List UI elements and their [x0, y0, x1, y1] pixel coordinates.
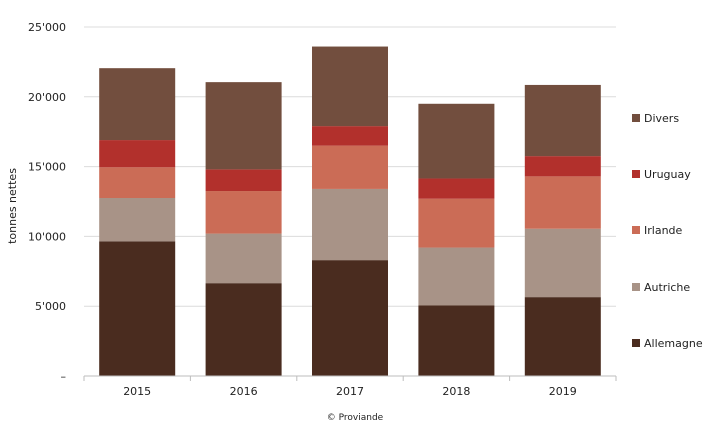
x-axis: 2015 2016 2017 2018 2019	[83, 375, 617, 398]
bar-segment-allemagne-2016	[205, 283, 282, 376]
bar-segment-irlande-2016	[205, 191, 282, 234]
bar-segment-irlande-2015	[99, 167, 176, 199]
bar-segment-allemagne-2015	[99, 241, 176, 376]
bar-segment-autriche-2017	[312, 188, 388, 261]
legend-swatch-irlande	[632, 226, 640, 234]
bar-segment-divers-2019	[524, 84, 601, 157]
bar-segment-divers-2017	[312, 46, 388, 127]
bar-segment-uruguay-2019	[524, 156, 601, 177]
bar-segment-uruguay-2018	[418, 178, 495, 199]
bar-segment-uruguay-2015	[99, 140, 176, 168]
source-credit: © Proviande	[326, 413, 384, 423]
y-tick-label: 25'000	[28, 21, 66, 34]
x-tick-label: 2019	[549, 385, 577, 398]
bar-segment-irlande-2017	[312, 145, 388, 189]
bar-segment-irlande-2018	[418, 198, 495, 248]
legend-swatch-divers	[632, 114, 640, 122]
legend-swatch-uruguay	[632, 170, 640, 178]
y-tick-label: 10'000	[28, 230, 66, 243]
bar-segment-uruguay-2017	[312, 126, 388, 146]
y-tick-label: 20'000	[28, 91, 66, 104]
x-tick-label: 2015	[123, 385, 151, 398]
bar-segment-divers-2018	[418, 103, 495, 179]
bar-segment-allemagne-2019	[524, 297, 601, 376]
bar-segment-irlande-2019	[524, 176, 601, 229]
legend-label: Allemagne	[644, 337, 703, 350]
bar-segment-allemagne-2017	[312, 260, 388, 376]
bar-segment-divers-2015	[99, 68, 176, 141]
x-tick-label: 2018	[442, 385, 470, 398]
bar-segment-divers-2016	[205, 82, 282, 170]
legend: Divers Uruguay Irlande Autriche Allemagne	[632, 112, 703, 350]
bar-segment-autriche-2016	[205, 233, 282, 284]
y-axis-label: tonnes nettes	[6, 168, 19, 244]
x-tick-label: 2016	[230, 385, 258, 398]
bar-segment-autriche-2018	[418, 247, 495, 306]
y-axis-ticks: – 5'000 10'000 15'000 20'000 25'000	[28, 21, 66, 383]
bar-segment-allemagne-2018	[418, 305, 495, 376]
legend-label: Uruguay	[644, 168, 691, 181]
y-tick-label: 15'000	[28, 161, 66, 174]
bars	[99, 46, 601, 376]
legend-swatch-allemagne	[632, 339, 640, 347]
legend-label: Divers	[644, 112, 679, 125]
x-tick-label: 2017	[336, 385, 364, 398]
legend-label: Irlande	[644, 224, 683, 237]
bar-segment-autriche-2015	[99, 198, 176, 242]
bar-segment-autriche-2019	[524, 228, 601, 298]
y-tick-label: 5'000	[35, 300, 66, 313]
legend-label: Autriche	[644, 281, 690, 294]
legend-swatch-autriche	[632, 283, 640, 291]
bar-segment-uruguay-2016	[205, 169, 282, 192]
y-tick-label: –	[61, 370, 67, 383]
